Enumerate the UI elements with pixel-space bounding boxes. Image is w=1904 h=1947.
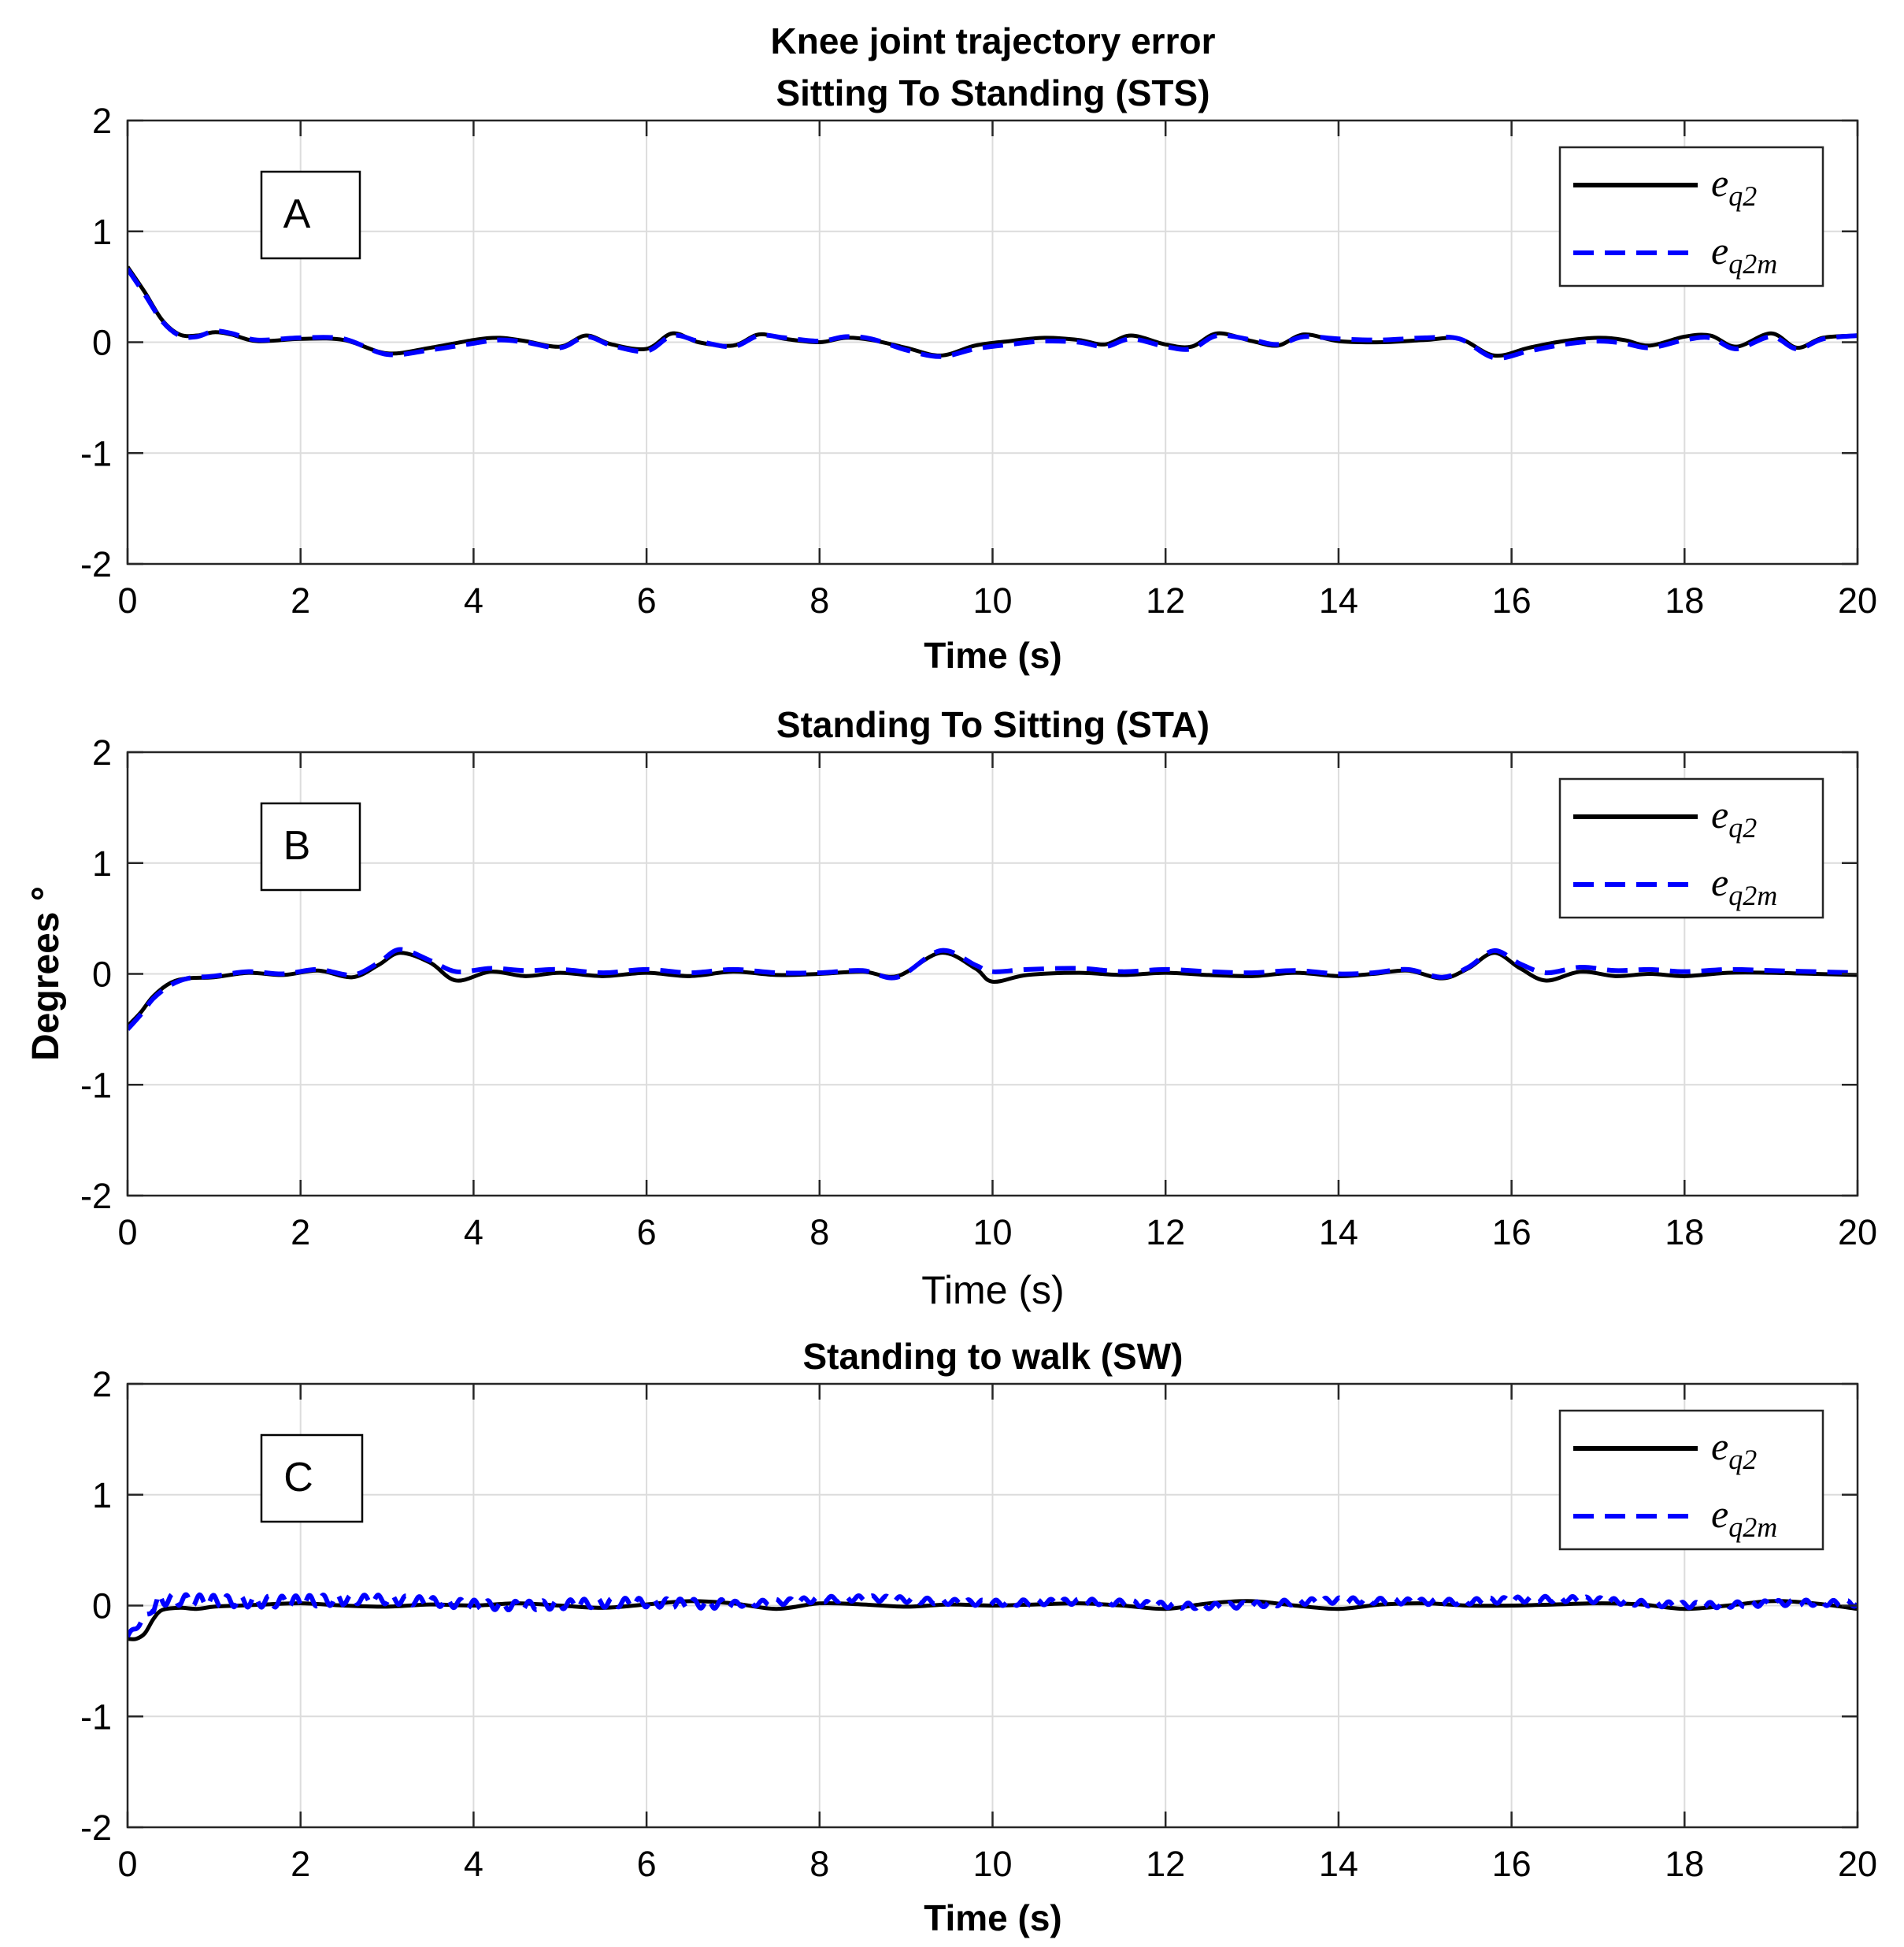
panel-b-y-tick-label: 0 — [92, 955, 112, 995]
panel-c-legend-label-q2: eq2 — [1711, 1424, 1757, 1475]
panel-c-title: Standing to walk (SW) — [803, 1336, 1184, 1377]
panel-c-x-tick-label: 14 — [1319, 1844, 1358, 1884]
panel-a-x-tick-label: 18 — [1665, 580, 1704, 621]
panel-a-y-tick-label: -2 — [80, 544, 112, 584]
y-axis-label: Degrees ° — [25, 886, 67, 1061]
panel-b-title: Standing To Sitting (STA) — [776, 704, 1209, 745]
panel-c-x-tick-label: 4 — [464, 1844, 483, 1884]
panel-a-y-tick-label: 2 — [92, 101, 112, 141]
panel-b-y-tick-label: -1 — [80, 1065, 112, 1105]
panel-b-x-tick-label: 0 — [117, 1212, 137, 1252]
panel-b-series — [128, 947, 1858, 1031]
panel-a-x-tick-label: 14 — [1319, 580, 1358, 621]
panel-c-x-tick-label: 0 — [117, 1844, 137, 1884]
panel-b-y-tick-label: -2 — [80, 1176, 112, 1216]
panel-a-title: Sitting To Standing (STS) — [776, 72, 1209, 113]
panel-c-letter-box: C — [260, 1433, 364, 1523]
panel-b-legend-label-q2: eq2 — [1711, 792, 1757, 844]
panel-a: Sitting To Standing (STS) 0 2 4 6 8 10 12 14 16 1… — [80, 72, 1877, 676]
panel-b-x-tick-label: 8 — [809, 1212, 829, 1252]
panel-a-legend-label-q2: eq2 — [1711, 161, 1757, 212]
panel-a-x-tick-label: 16 — [1492, 580, 1532, 621]
panel-a-x-tick-label: 20 — [1838, 580, 1877, 621]
panel-b-x-tick-label: 4 — [464, 1212, 483, 1252]
panel-b-y-tick-label: 1 — [92, 844, 112, 884]
panel-b-y-tick-label: 2 — [92, 732, 112, 773]
figure-title: Knee joint trajectory error — [771, 20, 1216, 61]
panel-b-x-tick-label: 16 — [1492, 1212, 1532, 1252]
panel-a-legend: eq2 eq2m — [1558, 146, 1824, 287]
panel-b-legend-box — [1558, 777, 1824, 919]
panel-c-x-tick-label: 16 — [1492, 1844, 1532, 1884]
panel-c-x-tick-label: 2 — [291, 1844, 310, 1884]
panel-c-x-tick-label: 10 — [972, 1844, 1012, 1884]
panel-a-legend-label-q2m: eq2m — [1711, 228, 1777, 280]
panel-c-x-tick-label: 18 — [1665, 1844, 1704, 1884]
panel-a-x-tick-label: 4 — [464, 580, 483, 621]
panel-c-legend-label-q2m: eq2m — [1711, 1492, 1777, 1543]
panel-c-y-tick-label: 0 — [92, 1586, 112, 1626]
panel-b-series-e-q2m — [128, 947, 1858, 1031]
panel-a-x-tick-label: 2 — [291, 580, 310, 621]
panel-a-x-tick-label: 12 — [1146, 580, 1185, 621]
panel-b-legend: eq2 eq2m — [1558, 777, 1824, 919]
panel-a-x-tick-label: 10 — [972, 580, 1012, 621]
panel-b-letter: B — [283, 823, 311, 869]
panel-c-x-tick-label: 8 — [809, 1844, 829, 1884]
panel-a-series-e-q2m — [128, 267, 1858, 361]
panel-a-letter-box: A — [260, 170, 361, 260]
panel-b-letter-box: B — [260, 802, 361, 892]
panel-b-x-tick-label: 6 — [637, 1212, 657, 1252]
panel-c-legend-box — [1558, 1409, 1824, 1551]
panel-a-y-tick-label: 0 — [92, 323, 112, 363]
panel-a-y-tick-label: 1 — [92, 212, 112, 252]
panel-a-x-tick-label: 0 — [117, 580, 137, 621]
panel-a-x-axis-label: Time (s) — [924, 635, 1062, 676]
panel-c-letter: C — [283, 1455, 313, 1500]
panel-a-y-tick-label: -1 — [80, 433, 112, 473]
panel-c-series-e-q2m — [128, 1592, 1858, 1638]
panel-c-y-tick-label: 1 — [92, 1475, 112, 1515]
panel-c-y-tick-label: -2 — [80, 1808, 112, 1848]
panel-b-x-tick-label: 12 — [1146, 1212, 1185, 1252]
panel-c-x-tick-label: 20 — [1838, 1844, 1877, 1884]
panel-b-legend-label-q2m: eq2m — [1711, 860, 1777, 911]
panel-b-x-tick-label: 14 — [1319, 1212, 1358, 1252]
panel-c-y-tick-label: -1 — [80, 1697, 112, 1737]
panel-c-x-tick-label: 6 — [637, 1844, 657, 1884]
panel-b-x-tick-label: 2 — [291, 1212, 310, 1252]
panel-b: Standing To Sitting (STA) 0 2 4 6 8 10 12 14 16 1… — [80, 704, 1877, 1312]
panel-c: Standing to walk (SW) 0 2 4 6 8 10 12 14 16 18 202… — [80, 1336, 1877, 1938]
panel-a-legend-box — [1558, 146, 1824, 287]
panel-b-x-axis-label: Time (s) — [921, 1268, 1064, 1312]
panel-c-legend: eq2 eq2m — [1558, 1409, 1824, 1551]
panel-a-x-tick-label: 8 — [809, 580, 829, 621]
panel-b-x-tick-label: 10 — [972, 1212, 1012, 1252]
panel-b-x-tick-label: 20 — [1838, 1212, 1877, 1252]
panel-a-x-tick-label: 6 — [637, 580, 657, 621]
panel-a-series — [128, 265, 1858, 361]
panel-c-y-tick-label: 2 — [92, 1364, 112, 1404]
panel-c-x-tick-label: 12 — [1146, 1844, 1185, 1884]
panel-b-x-tick-label: 18 — [1665, 1212, 1704, 1252]
panel-c-x-axis-label: Time (s) — [924, 1897, 1062, 1938]
panel-c-series — [128, 1592, 1858, 1641]
panel-a-letter: A — [283, 191, 311, 237]
